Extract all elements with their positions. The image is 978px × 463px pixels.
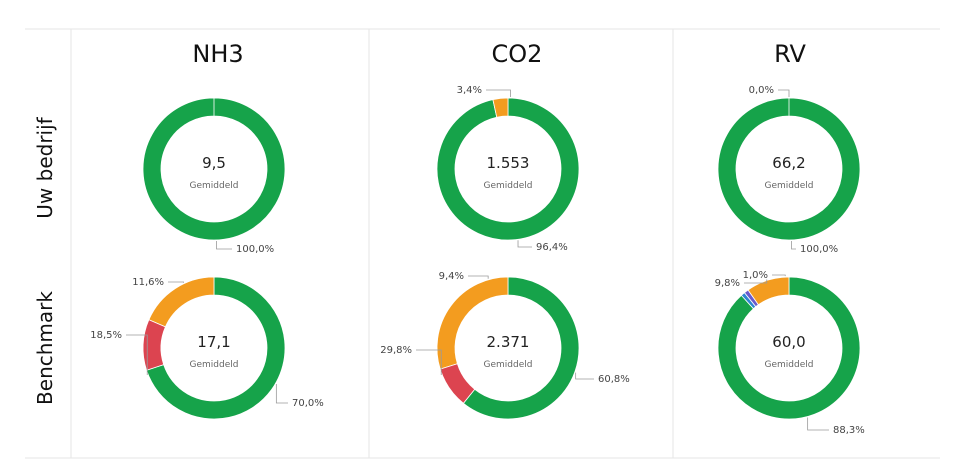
donut-center-value: 17,1 <box>197 333 230 351</box>
slice-percent-label: 1,0% <box>743 270 768 281</box>
donut-slice-green[interactable] <box>462 276 580 420</box>
donut-center-value: 9,5 <box>202 154 226 172</box>
slice-percent-label: 70,0% <box>292 398 324 409</box>
donut-slice-green[interactable] <box>717 97 861 241</box>
donut-slice-red[interactable] <box>439 363 476 404</box>
donut-center-value: 2.371 <box>487 333 530 351</box>
leader-line <box>575 372 594 380</box>
donut-center-label: Gemiddeld <box>484 360 533 370</box>
donut-center-label: Gemiddeld <box>484 181 533 191</box>
leader-line <box>807 417 829 431</box>
donut-slice-green[interactable] <box>717 276 861 420</box>
donut-slice-red[interactable] <box>142 319 166 371</box>
donut-slice-orange[interactable] <box>436 276 509 370</box>
leader-line <box>517 240 532 248</box>
donut-slice-green[interactable] <box>436 97 580 241</box>
donut-nh3-benchmark: 17,1 Gemiddeld 70,0% 18,5% 11,6% <box>90 276 324 420</box>
donut-co2-benchmark: 2.371 Gemiddeld 60,8% 29,8% 9,4% <box>380 271 630 420</box>
donut-slice-orange[interactable] <box>148 276 215 328</box>
donut-nh3-uw-bedrijf: 9,5 Gemiddeld 100,0% <box>142 97 286 255</box>
donut-center-label: Gemiddeld <box>765 360 814 370</box>
slice-percent-label: 3,4% <box>457 85 482 96</box>
leader-line <box>216 240 232 250</box>
slice-percent-label: 0,0% <box>749 85 774 96</box>
slice-percent-label: 9,8% <box>715 278 740 289</box>
donut-rv-uw-bedrijf: 66,2 Gemiddeld 100,0% 0,0% <box>717 85 861 255</box>
donut-slice-green[interactable] <box>146 276 286 420</box>
leader-line <box>126 334 148 375</box>
slice-percent-label: 100,0% <box>236 244 274 255</box>
column-title-rv: RV <box>774 40 806 68</box>
donut-slice-blue[interactable] <box>740 292 757 310</box>
slice-percent-label: 9,4% <box>439 271 464 282</box>
slice-percent-label: 60,8% <box>598 374 630 385</box>
leader-line <box>791 240 796 250</box>
slice-percent-label: 88,3% <box>833 425 865 436</box>
donut-center-label: Gemiddeld <box>765 181 814 191</box>
donut-slice-green[interactable] <box>142 97 286 241</box>
column-title-nh3: NH3 <box>192 40 243 68</box>
leader-line <box>416 349 442 375</box>
leader-line <box>744 279 768 284</box>
column-title-co2: CO2 <box>492 40 543 68</box>
donut-center-value: 60,0 <box>772 333 805 351</box>
leader-line <box>468 275 489 279</box>
donut-rv-benchmark: 60,0 Gemiddeld 88,3% 9,8%1,0% <box>715 270 865 436</box>
leader-line <box>486 89 511 98</box>
slice-percent-label: 29,8% <box>380 345 412 356</box>
leader-line <box>772 274 786 277</box>
donut-center-value: 66,2 <box>772 154 805 172</box>
leader-line <box>168 281 184 283</box>
row-label-uw-bedrijf: Uw bedrijf <box>33 116 57 218</box>
slice-percent-label: 100,0% <box>800 244 838 255</box>
slice-percent-label: 96,4% <box>536 242 568 253</box>
leader-line <box>778 89 790 97</box>
slice-percent-label: 18,5% <box>90 330 122 341</box>
donut-center-label: Gemiddeld <box>190 360 239 370</box>
row-label-benchmark: Benchmark <box>33 291 57 405</box>
donut-slice-orange[interactable] <box>492 97 509 118</box>
donut-center-value: 1.553 <box>487 154 530 172</box>
leader-line <box>275 384 288 404</box>
donut-center-label: Gemiddeld <box>190 181 239 191</box>
slice-percent-label: 11,6% <box>132 277 164 288</box>
donut-co2-uw-bedrijf: 1.553 Gemiddeld 96,4% 3,4% <box>436 85 580 253</box>
